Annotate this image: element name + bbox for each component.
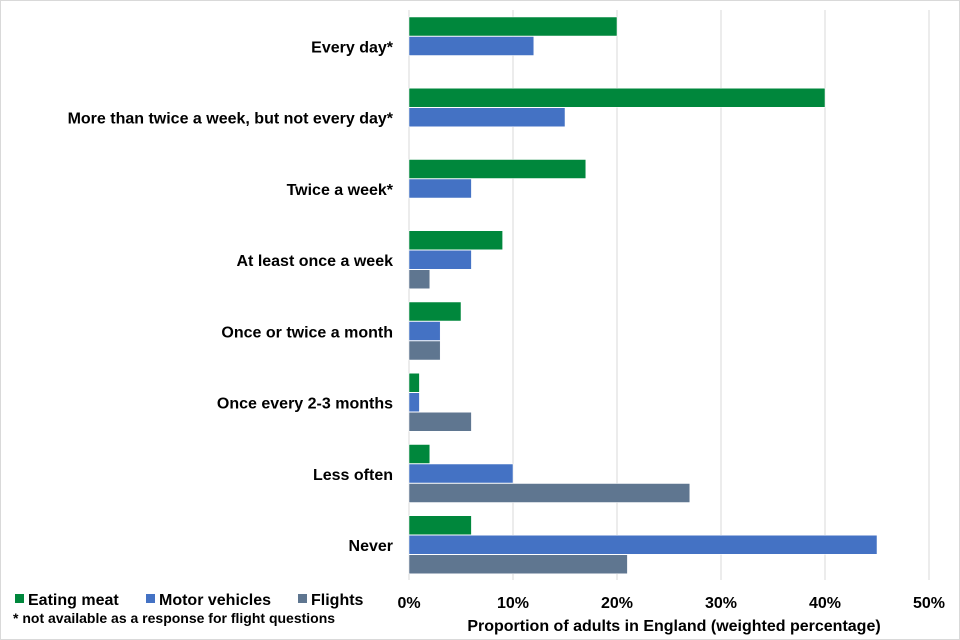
category-label: Less often <box>313 467 393 484</box>
category-label: Never <box>349 538 393 555</box>
x-tick-label: 50% <box>913 595 945 612</box>
x-axis-title: Proportion of adults in England (weighte… <box>467 618 880 635</box>
x-axis-ticks: 0% 10% 20% 30% 40% 50% <box>397 595 945 612</box>
bars <box>408 16 878 574</box>
bar-motor-vehicles <box>408 107 566 127</box>
category-label: Twice a week* <box>287 182 394 199</box>
legend-swatch <box>15 594 24 603</box>
category-label: At least once a week <box>236 253 393 270</box>
legend-swatch <box>298 594 307 603</box>
x-tick-label: 0% <box>397 595 420 612</box>
bar-flights <box>408 412 472 432</box>
bar-flights <box>408 554 628 574</box>
bar-eating-meat <box>408 230 503 250</box>
x-tick-label: 30% <box>705 595 737 612</box>
legend-swatch <box>146 594 155 603</box>
x-tick-label: 20% <box>601 595 633 612</box>
legend-label: Eating meat <box>28 592 119 609</box>
category-label: Once or twice a month <box>221 324 393 341</box>
bar-eating-meat <box>408 373 420 393</box>
footnote: * not available as a response for flight… <box>13 610 335 626</box>
bar-motor-vehicles <box>408 178 472 199</box>
bar-motor-vehicles <box>408 321 441 341</box>
category-labels: Every day* More than twice a week, but no… <box>68 39 394 555</box>
category-label: Once every 2-3 months <box>217 396 393 413</box>
bar-motor-vehicles <box>408 392 420 412</box>
legend: Eating meat Motor vehicles Flights <box>15 592 364 609</box>
bar-eating-meat <box>408 515 472 535</box>
bar-eating-meat <box>408 16 618 37</box>
bar-motor-vehicles <box>408 250 472 270</box>
bar-eating-meat <box>408 159 587 179</box>
category-label: More than twice a week, but not every da… <box>68 111 394 128</box>
category-label: Every day* <box>311 39 394 56</box>
legend-label: Flights <box>311 592 364 609</box>
legend-label: Motor vehicles <box>159 592 271 609</box>
bar-flights <box>408 483 691 503</box>
x-tick-label: 10% <box>497 595 529 612</box>
bar-motor-vehicles <box>408 463 514 484</box>
bar-motor-vehicles <box>408 36 535 56</box>
bar-flights <box>408 269 431 289</box>
x-tick-label: 40% <box>809 595 841 612</box>
bar-flights <box>408 340 441 361</box>
bar-eating-meat <box>408 444 431 464</box>
bar-motor-vehicles <box>408 535 878 555</box>
bar-eating-meat <box>408 301 462 322</box>
bar-eating-meat <box>408 88 826 108</box>
